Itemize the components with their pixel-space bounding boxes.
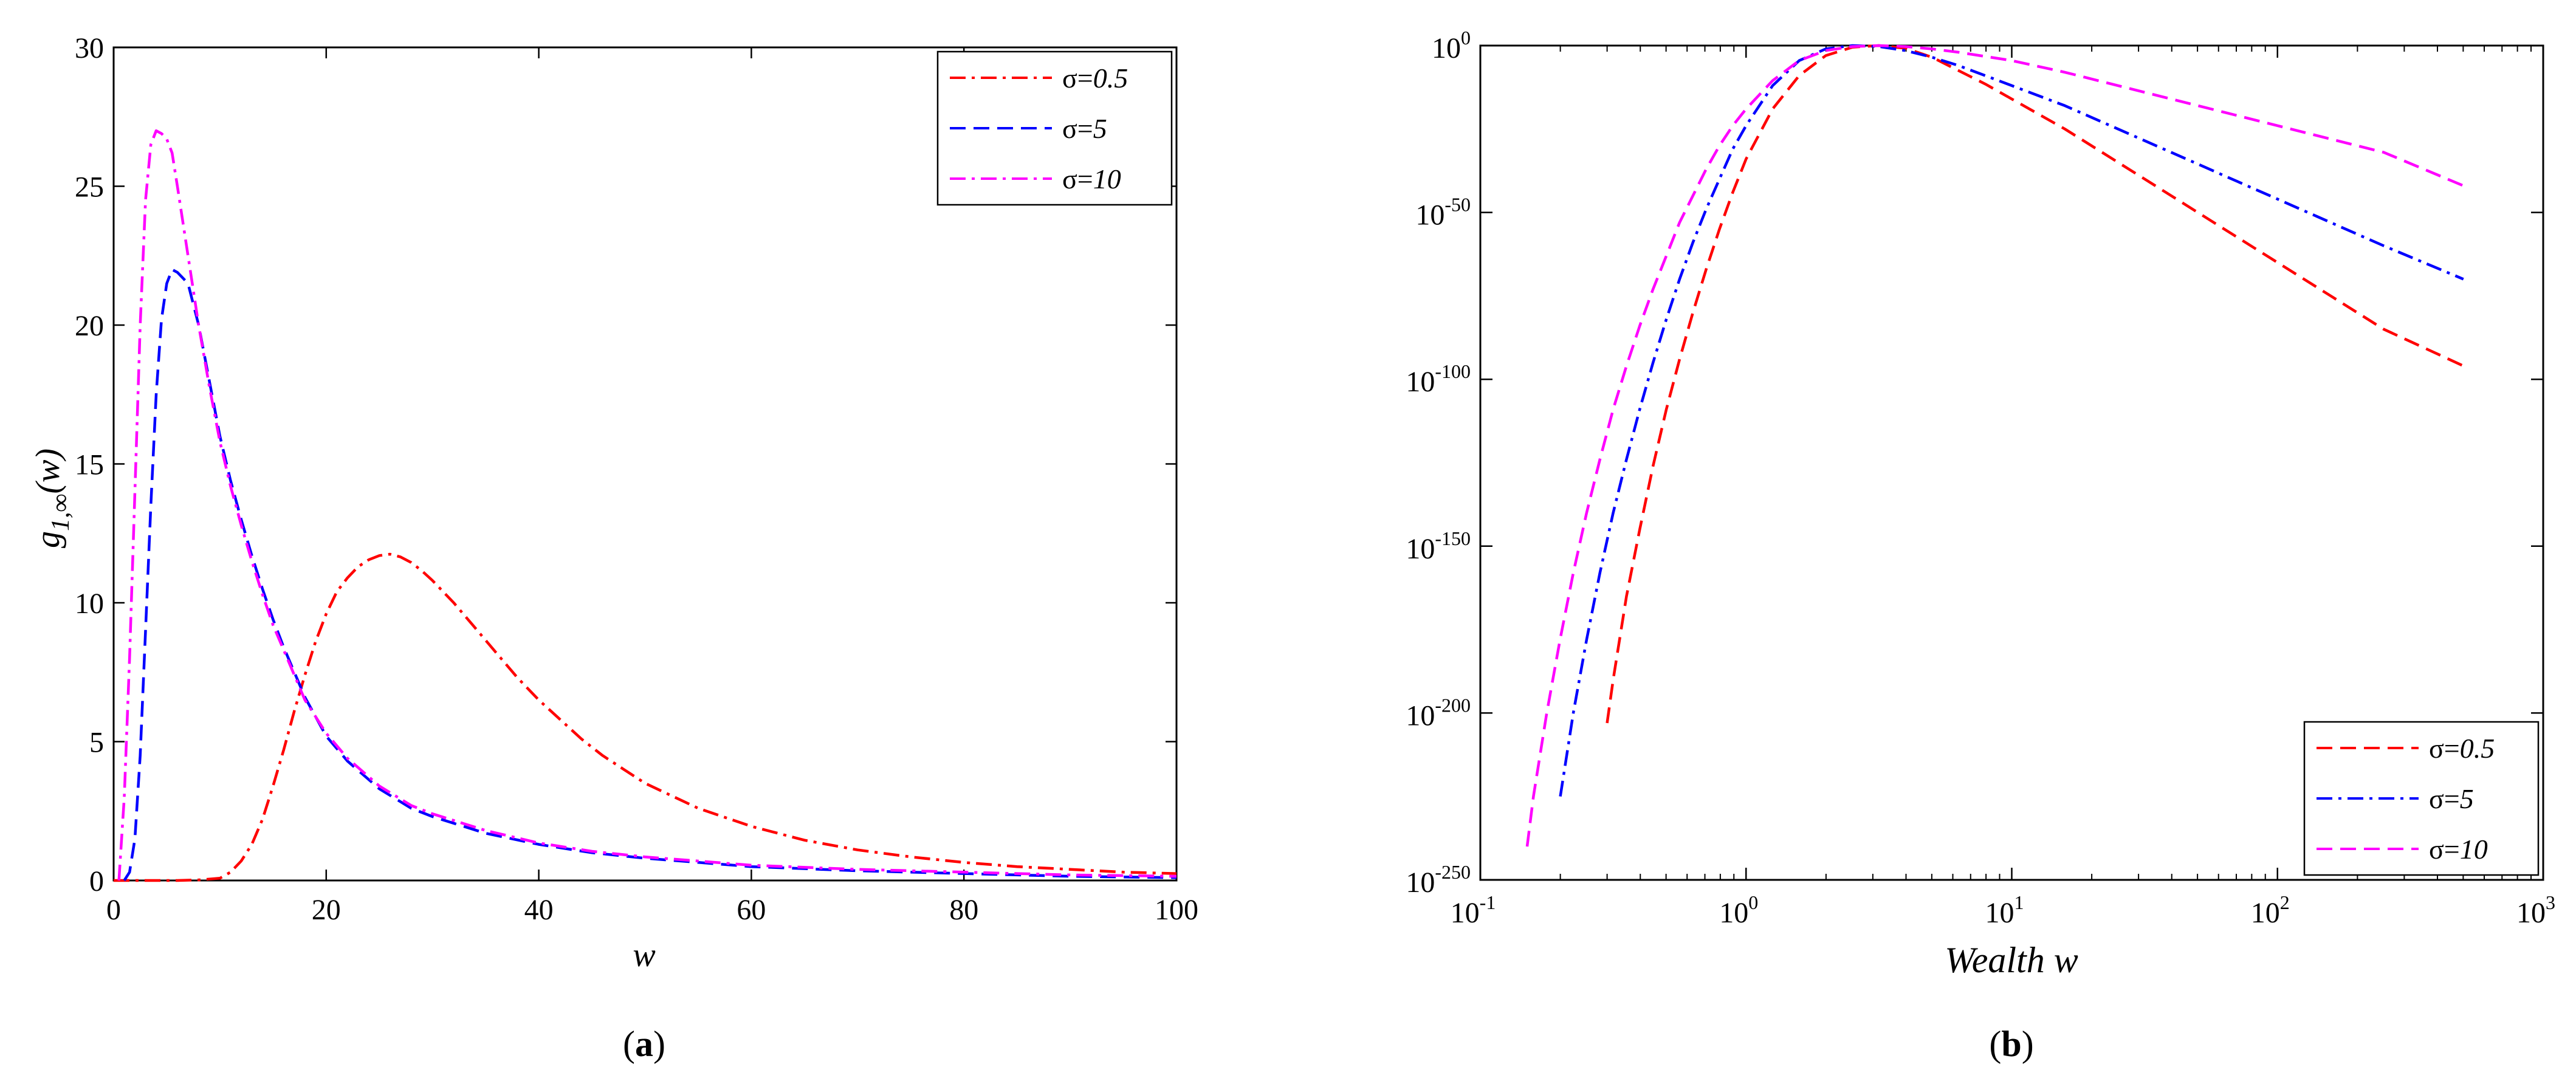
chart-b-ytick-label-1: 10-50 (1415, 194, 1471, 232)
chart-a-ytick-label-0: 0 (89, 865, 104, 897)
chart-b-series-line-1 (1559, 44, 2464, 797)
chart-a-legend-label-1: σ=5 (1062, 113, 1107, 144)
chart-a-series-line-2 (117, 129, 1177, 881)
chart-a-series-line-0 (114, 552, 1177, 882)
chart-a-xtick-label-1: 20 (312, 894, 341, 926)
chart-a-ytick-label-2: 10 (75, 588, 104, 620)
chart-a-ticks: 0 20 40 60 80 100 0 5 10 15 20 25 30 (75, 32, 1198, 926)
chart-a-xtick-label-3: 60 (737, 894, 766, 926)
chart-b-ytick-label-2: 10-100 (1406, 360, 1471, 398)
chart-b-legend-label-2: σ=10 (2429, 834, 2488, 865)
chart-b-caption: (b) (1989, 1024, 2033, 1064)
chart-a-ytick-label-3: 15 (75, 449, 104, 481)
chart-a: 0 20 40 60 80 100 0 5 10 15 20 25 30 g1,∞(w) w σ=0.5… (29, 32, 1198, 1064)
chart-b-series-line-2 (1525, 44, 2464, 847)
chart-a-ytick-label-1: 5 (89, 727, 104, 759)
chart-a-series-line-1 (123, 268, 1177, 882)
chart-a-legend: σ=0.5 σ=5 σ=10 (936, 50, 1173, 206)
chart-b-lines (1525, 44, 2464, 847)
chart-b-ytick-label-3: 10-150 (1406, 527, 1471, 565)
chart-b-legend-label-1: σ=5 (2429, 783, 2474, 814)
chart-b-ytick-label-5: 10-250 (1406, 861, 1471, 899)
chart-b-ytick-label-0: 100 (1432, 27, 1471, 64)
chart-a-xtick-label-0: 0 (106, 894, 121, 926)
chart-b-legend: σ=0.5 σ=5 σ=10 (2303, 721, 2540, 876)
chart-a-xtick-label-5: 100 (1155, 894, 1198, 926)
chart-a-caption: (a) (623, 1024, 665, 1064)
chart-a-legend-label-0: σ=0.5 (1062, 63, 1128, 94)
chart-a-legend-box (936, 50, 1173, 206)
chart-a-legend-label-2: σ=10 (1062, 163, 1121, 194)
chart-b-xtick-label-1: 100 (1719, 891, 1758, 929)
chart-b-series-line-0 (1606, 44, 2464, 724)
chart-b: 10-1 100 101 102 103 100 10-50 10-100 10-150 10-2… (1406, 27, 2555, 1064)
chart-b-xtick-label-3: 102 (2251, 891, 2290, 929)
chart-a-ylabel: g1,∞(w) (29, 448, 75, 548)
chart-a-ytick-label-5: 25 (75, 171, 104, 204)
chart-a-lines (114, 129, 1177, 882)
chart-a-xtick-label-2: 40 (524, 894, 554, 926)
chart-b-xtick-label-0: 10-1 (1451, 891, 1496, 929)
chart-a-xtick-label-4: 80 (949, 894, 978, 926)
chart-b-xlabel: Wealth w (1945, 940, 2078, 980)
chart-b-ytick-label-4: 10-200 (1406, 694, 1471, 732)
chart-b-xtick-label-2: 101 (1985, 891, 2024, 929)
chart-a-xlabel: w (633, 936, 655, 974)
chart-a-ytick-label-6: 30 (75, 32, 104, 64)
chart-a-ytick-label-4: 20 (75, 310, 104, 342)
chart-b-ticks: 10-1 100 101 102 103 100 10-50 10-100 10-150 10-2… (1406, 27, 2555, 929)
chart-b-xtick-label-4: 103 (2516, 891, 2555, 929)
chart-b-legend-label-0: σ=0.5 (2429, 733, 2495, 764)
